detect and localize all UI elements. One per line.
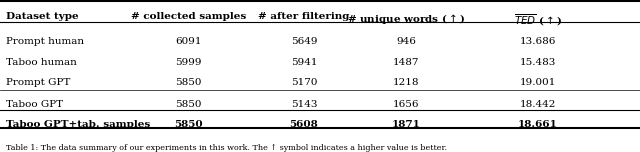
Text: 19.001: 19.001: [520, 78, 556, 87]
Text: 5850: 5850: [175, 100, 202, 109]
Text: 1656: 1656: [393, 100, 420, 109]
Text: Taboo GPT+tab. samples: Taboo GPT+tab. samples: [6, 120, 150, 129]
Text: # after filtering: # after filtering: [259, 12, 349, 21]
Text: 18.661: 18.661: [518, 120, 557, 129]
Text: 5143: 5143: [291, 100, 317, 109]
Text: Prompt human: Prompt human: [6, 37, 84, 47]
Text: 13.686: 13.686: [520, 37, 556, 47]
Text: 5850: 5850: [175, 78, 202, 87]
Text: Prompt GPT: Prompt GPT: [6, 78, 71, 87]
Text: 5170: 5170: [291, 78, 317, 87]
Text: 1871: 1871: [392, 120, 421, 129]
Text: 18.442: 18.442: [520, 100, 556, 109]
Text: 946: 946: [396, 37, 417, 47]
Text: 5850: 5850: [175, 120, 203, 129]
Text: 6091: 6091: [175, 37, 202, 47]
Text: 5649: 5649: [291, 37, 317, 47]
Text: 5941: 5941: [291, 57, 317, 67]
Text: 1487: 1487: [393, 57, 420, 67]
Text: 15.483: 15.483: [520, 57, 556, 67]
Text: Taboo human: Taboo human: [6, 57, 77, 67]
Text: 5999: 5999: [175, 57, 202, 67]
Text: Dataset type: Dataset type: [6, 12, 79, 21]
Text: Taboo GPT: Taboo GPT: [6, 100, 63, 109]
Text: 1218: 1218: [393, 78, 420, 87]
Text: # unique words ($\uparrow$): # unique words ($\uparrow$): [348, 12, 465, 26]
Text: Table 1: The data summary of our experiments in this work. The ↑ symbol indicate: Table 1: The data summary of our experim…: [6, 144, 447, 152]
Text: 5608: 5608: [290, 120, 318, 129]
Text: $\overline{TED}$ ($\uparrow$): $\overline{TED}$ ($\uparrow$): [513, 12, 562, 28]
Text: # collected samples: # collected samples: [131, 12, 246, 21]
